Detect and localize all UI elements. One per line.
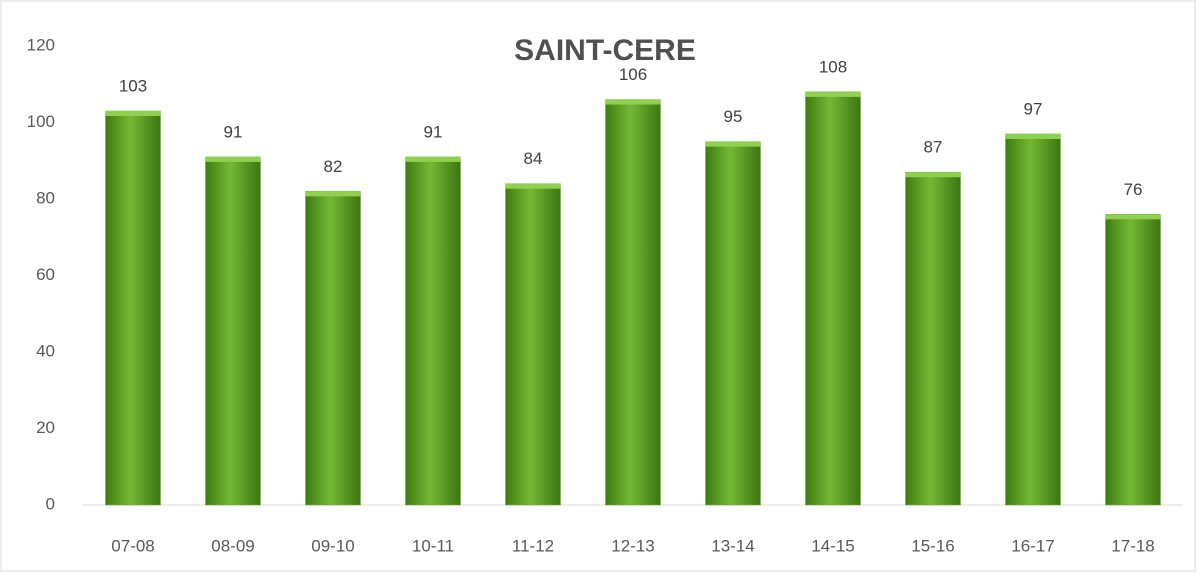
x-tick-label: 14-15 — [811, 536, 854, 555]
x-tick-label: 16-17 — [1011, 536, 1054, 555]
bar — [805, 91, 861, 506]
x-tick-label: 15-16 — [911, 536, 954, 555]
bar-cap — [405, 156, 461, 162]
y-tick-label: 20 — [36, 418, 55, 437]
bar-cap — [1105, 214, 1161, 220]
value-label: 106 — [619, 65, 647, 84]
x-tick-label: 11-12 — [512, 536, 554, 555]
bar — [105, 110, 161, 506]
x-tick-label: 17-18 — [1111, 536, 1154, 555]
value-label: 91 — [424, 122, 443, 141]
bar-cap — [905, 172, 961, 178]
bar — [605, 99, 661, 506]
bar-cap — [805, 91, 861, 97]
bar-cap — [705, 141, 761, 147]
bar-cap — [1005, 133, 1061, 139]
x-tick-label: 10-11 — [412, 536, 454, 555]
value-label: 95 — [724, 107, 743, 126]
y-tick-label: 0 — [46, 494, 55, 513]
value-label: 91 — [224, 122, 243, 141]
x-tick-label: 09-10 — [311, 536, 354, 555]
x-tick-label: 13-14 — [711, 536, 754, 555]
bar-cap — [205, 156, 261, 162]
y-tick-label: 120 — [27, 35, 55, 54]
x-tick-label: 07-08 — [111, 536, 154, 555]
bar-cap — [605, 99, 661, 105]
bar-cap — [105, 111, 161, 117]
value-label: 84 — [524, 149, 543, 168]
value-label: 103 — [119, 77, 147, 96]
value-label: 97 — [1024, 99, 1043, 118]
x-tick-label: 12-13 — [611, 536, 654, 555]
bar — [905, 171, 961, 506]
chart-title: SAINT-CERE — [514, 34, 696, 67]
value-label: 82 — [324, 157, 343, 176]
value-label: 108 — [819, 57, 847, 76]
y-tick-label: 100 — [27, 112, 55, 131]
bar — [1005, 133, 1061, 506]
y-tick-label: 40 — [36, 341, 55, 360]
bar-cap — [505, 183, 561, 189]
x-tick-label: 08-09 — [211, 536, 254, 555]
bar — [305, 191, 361, 506]
bar — [1105, 214, 1161, 506]
bar — [505, 183, 561, 506]
value-label: 76 — [1124, 180, 1143, 199]
bar — [405, 156, 461, 506]
bar-cap — [305, 191, 361, 197]
y-tick-label: 80 — [36, 188, 55, 207]
bar — [705, 141, 761, 506]
bar — [205, 156, 261, 506]
value-label: 87 — [924, 138, 943, 157]
y-tick-label: 60 — [36, 265, 55, 284]
